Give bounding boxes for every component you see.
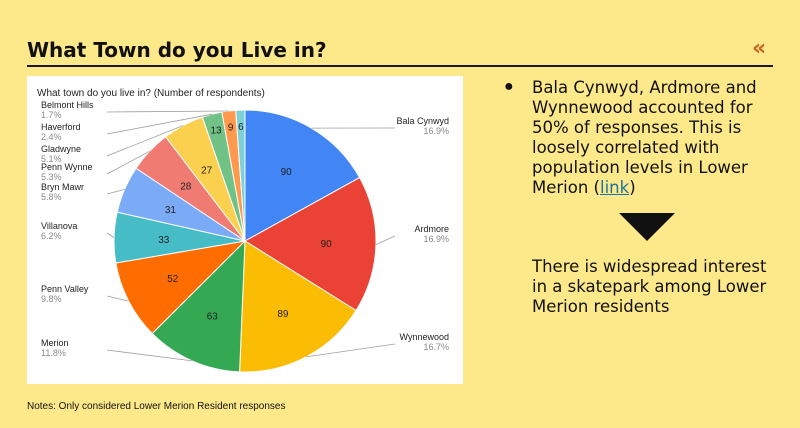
slice-value-label: 33 — [158, 235, 170, 246]
slice-name-label: Bala Cynwyd — [396, 116, 449, 126]
slice-name-label: Bryn Mawr — [41, 182, 84, 192]
slice-percent-label: 16.9% — [423, 126, 449, 136]
slice-name-label: Penn Valley — [41, 284, 89, 294]
slice-percent-label: 5.1% — [41, 154, 62, 164]
slice-value-label: 63 — [207, 311, 219, 322]
pie-slice — [151, 239, 246, 373]
slice-value-label: 13 — [210, 125, 222, 136]
slice-value-label: 31 — [165, 205, 177, 216]
slice-name-label: Ardmore — [414, 224, 449, 234]
slice-name-label: Belmont Hills — [41, 100, 94, 110]
leader-line — [306, 343, 396, 358]
slice-name-label: Haverford — [41, 122, 81, 132]
slice-value-label: 90 — [321, 239, 333, 250]
slice-value-label: 6 — [238, 122, 244, 133]
slice-name-label: Penn Wynne — [41, 162, 92, 172]
leader-line — [106, 113, 213, 135]
pie-slice — [244, 176, 377, 312]
slice-percent-label: 11.8% — [41, 348, 66, 358]
population-link[interactable]: link — [600, 178, 630, 197]
bullet-dot: ● — [504, 78, 514, 95]
bullet-body: Bala Cynwyd, Ardmore and Wynnewood accou… — [532, 78, 757, 197]
chart-card: 90 90 89 63 52 33 31 28 27 13 9 6 Bala Cynwyd 16.9% Ar… — [27, 76, 463, 384]
leader-line — [106, 295, 129, 302]
slice-percent-label: 5.3% — [41, 172, 62, 182]
leader-line — [106, 150, 150, 175]
conclusion-text: There is widespread interest in a skatep… — [532, 257, 767, 316]
leader-line — [375, 235, 396, 245]
slice-value-label: 89 — [277, 309, 289, 320]
slice-name-label: Villanova — [41, 221, 77, 231]
chart-title: What town do you live in? (Number of res… — [37, 88, 265, 99]
bullet-text: Bala Cynwyd, Ardmore and Wynnewood accou… — [532, 78, 782, 198]
leader-line — [106, 125, 184, 157]
slice-value-label: 9 — [228, 123, 234, 134]
slice-percent-label: 6.2% — [41, 231, 62, 241]
notes-text: Notes: Only considered Lower Merion Resi… — [27, 401, 286, 412]
slice-percent-label: 1.7% — [41, 110, 62, 120]
pie-slice — [239, 240, 357, 373]
slide-title: What Town do you Live in? — [27, 38, 327, 62]
pie-slice — [235, 109, 246, 242]
slice-percent-label: 16.7% — [423, 342, 449, 352]
leader-line — [106, 232, 115, 238]
slice-percent-label: 16.9% — [423, 234, 449, 244]
slice-percent-label: 2.4% — [41, 132, 62, 142]
title-divider — [27, 65, 773, 67]
slice-value-label: 27 — [201, 165, 213, 176]
leader-line — [106, 189, 125, 195]
leader-line — [106, 110, 229, 113]
slice-name-label: Wynnewood — [400, 332, 449, 342]
collapse-chevron-icon[interactable]: « — [752, 36, 767, 61]
slice-percent-label: 5.8% — [41, 192, 62, 202]
slice-value-label: 28 — [180, 181, 192, 192]
leader-line — [106, 349, 193, 362]
pie-slice — [115, 240, 247, 335]
slice-percent-label: 9.8% — [41, 294, 62, 304]
slice-value-label: 52 — [167, 274, 179, 285]
slice-name-label: Gladwyne — [41, 144, 81, 154]
slice-value-label: 90 — [281, 167, 293, 178]
down-arrow-icon — [619, 213, 675, 241]
bullet-end: ) — [629, 178, 636, 197]
pie-slice — [244, 109, 361, 242]
slice-name-label: Merion — [41, 338, 69, 348]
